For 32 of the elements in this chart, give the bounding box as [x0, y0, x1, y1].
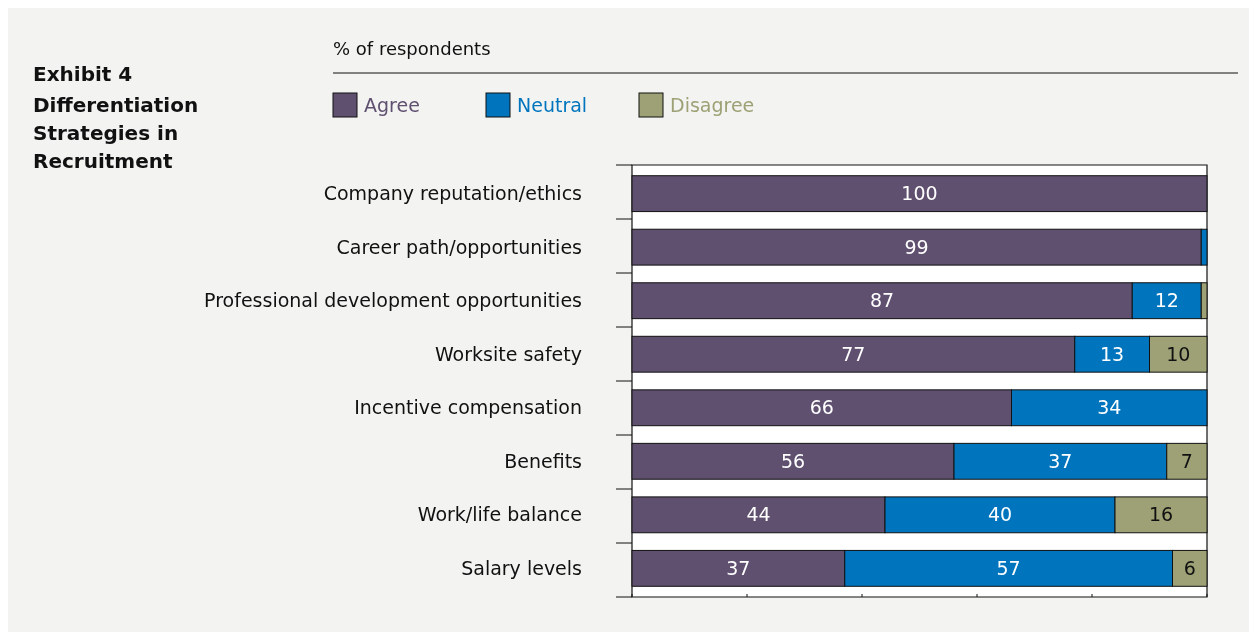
data-label: 87: [870, 289, 895, 312]
y-tick-label: Incentive compensation: [354, 396, 582, 419]
data-label: 99: [904, 235, 929, 258]
y-tick-label: Worksite safety: [434, 342, 582, 365]
data-label: 13: [1100, 342, 1125, 365]
y-tick-label: Career path/opportunities: [336, 235, 582, 258]
legend-label: Neutral: [517, 93, 588, 116]
y-tick-label: Work/life balance: [417, 503, 582, 526]
data-label: 10: [1166, 342, 1191, 365]
data-label: 44: [746, 503, 771, 526]
text: Differentiation Strategies in Recruitment: [33, 93, 199, 173]
data-label: 6: [1183, 557, 1196, 580]
data-label: 7: [1180, 449, 1193, 472]
data-label: 40: [987, 503, 1013, 526]
data-label: 77: [841, 342, 866, 365]
data-label: 16: [1148, 503, 1174, 526]
data-label: 34: [1097, 396, 1122, 419]
data-label: 57: [996, 557, 1021, 580]
data-label: 100: [901, 182, 938, 205]
legend-label: Agree: [364, 93, 420, 116]
data-label: 37: [726, 557, 751, 580]
data-label: 56: [780, 449, 806, 472]
legend-label: Disagree: [670, 93, 755, 116]
text: % of respondents: [333, 38, 491, 59]
y-tick-label: Salary levels: [461, 557, 582, 580]
y-tick-label: Professional development opportunities: [204, 289, 582, 312]
y-tick-label: Company reputation/ethics: [323, 182, 582, 205]
data-label: 37: [1048, 449, 1073, 472]
data-label: 12: [1154, 289, 1179, 312]
text: Exhibit 4: [33, 62, 133, 86]
data-label: 66: [809, 396, 834, 419]
y-tick-label: Benefits: [504, 449, 582, 472]
